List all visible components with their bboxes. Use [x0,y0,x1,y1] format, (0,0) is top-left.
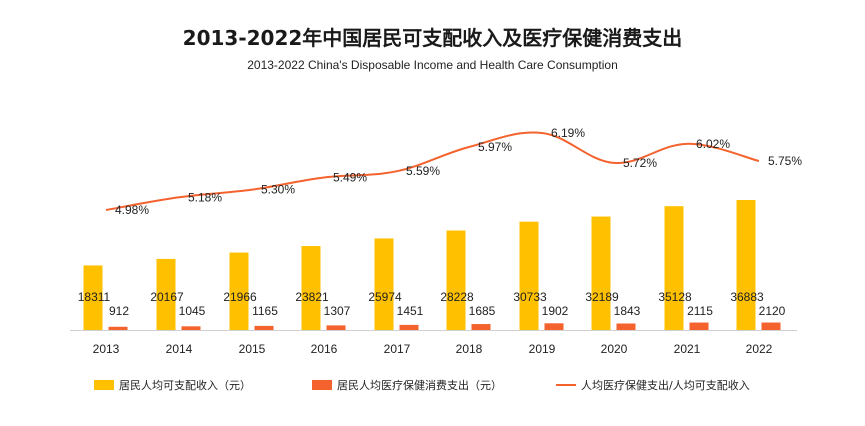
income-value-label: 21966 [223,290,257,304]
ratio-value-label: 6.02% [696,137,730,151]
income-bar [83,265,103,330]
legend-swatch-income [94,380,114,390]
income-bar [374,238,394,330]
ratio-value-label: 5.75% [768,154,802,168]
income-bar [229,252,249,330]
medical-value-label: 2115 [687,304,713,318]
ratio-line [105,131,760,211]
ratio-value-label: 5.59% [406,164,440,178]
medical-bar [108,326,128,330]
income-value-label: 30733 [513,290,547,304]
income-value-label: 32189 [585,290,619,304]
medical-value-label: 1165 [252,304,278,318]
income-bar [664,206,684,330]
ratio-value-label: 5.18% [188,190,222,204]
medical-value-label: 1045 [179,304,206,318]
medical-value-label: 1843 [614,304,641,318]
x-tick-label: 2014 [166,342,193,356]
x-tick-label: 2019 [529,342,556,356]
ratio-value-label: 6.19% [551,126,585,140]
medical-bar [181,326,201,330]
medical-bar [399,324,419,330]
income-value-label: 23821 [295,290,329,304]
medical-value-label: 2120 [759,304,786,318]
legend-label-ratio: 人均医疗保健支出/人均可支配收入 [581,378,750,392]
income-value-label: 20167 [150,290,184,304]
x-tick-label: 2018 [456,342,483,356]
income-value-label: 25974 [368,290,402,304]
medical-bar [616,323,636,330]
x-tick-label: 2020 [601,342,628,356]
medical-bar [471,324,491,330]
medical-bar [254,325,274,330]
x-tick-label: 2013 [93,342,120,356]
income-bar [736,200,756,330]
medical-bar [326,325,346,330]
x-tick-label: 2022 [746,342,773,356]
medical-bar [544,323,564,330]
legend-label-medical: 居民人均医疗保健消费支出（元） [337,378,502,392]
ratio-value-label: 5.72% [623,156,657,170]
ratio-value-label: 5.30% [261,183,295,197]
income-value-label: 35128 [658,290,692,304]
medical-value-label: 1685 [469,304,496,318]
income-value-label: 18311 [78,290,111,304]
x-tick-label: 2021 [674,342,701,356]
income-bar [519,221,539,330]
ratio-value-label: 4.98% [115,203,149,217]
x-tick-label: 2016 [311,342,338,356]
income-value-label: 36883 [730,290,764,304]
income-bar [301,246,321,330]
x-tick-label: 2015 [239,342,266,356]
medical-value-label: 1451 [397,304,424,318]
x-tick-label: 2017 [384,342,411,356]
ratio-value-label: 5.49% [333,171,367,185]
legend-swatch-medical [312,380,332,390]
medical-value-label: 912 [109,304,129,318]
medical-value-label: 1307 [324,304,351,318]
medical-bar [689,322,709,330]
legend-label-income: 居民人均可支配收入（元） [119,378,251,392]
income-value-label: 28228 [440,290,474,304]
medical-value-label: 1902 [542,304,569,318]
medical-bar [761,322,781,330]
chart-title: 2013-2022年中国居民可支配收入及医疗保健消费支出 [182,26,683,50]
income-bar [591,216,611,330]
ratio-value-label: 5.97% [478,140,512,154]
chart-subtitle: 2013-2022 China's Disposable Income and … [247,58,618,72]
income-bar [156,258,176,330]
income-bar [446,230,466,330]
